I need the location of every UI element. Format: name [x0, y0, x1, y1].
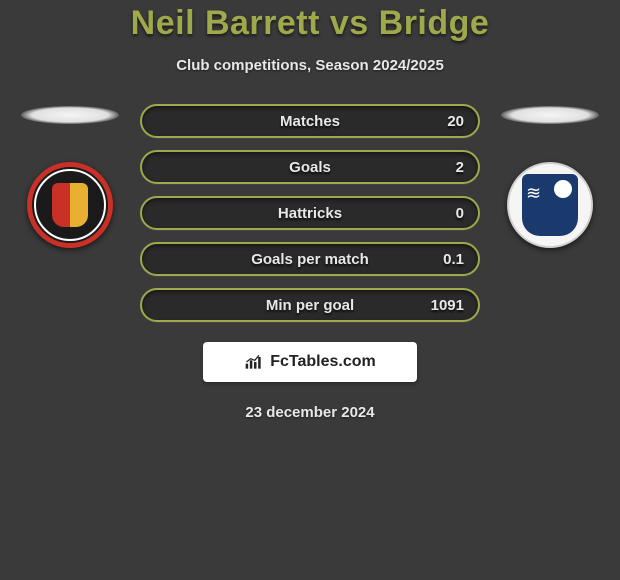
stats-list: Matches 20 Goals 2 Hattricks 0 Goals per…: [140, 104, 480, 322]
date-text: 23 december 2024: [0, 404, 620, 421]
left-column: [10, 104, 130, 322]
team-badge-left: [27, 162, 113, 248]
shield-icon: [52, 183, 88, 227]
branding-badge: FcTables.com: [203, 342, 417, 382]
comparison-card: Neil Barrett vs Bridge Club competitions…: [0, 0, 620, 421]
stat-row: Min per goal 1091: [140, 288, 480, 322]
stat-label: Goals: [289, 159, 331, 176]
stat-row: Goals 2: [140, 150, 480, 184]
page-title: Neil Barrett vs Bridge: [0, 4, 620, 43]
player-silhouette-shadow-right: [501, 106, 599, 124]
main-area: Matches 20 Goals 2 Hattricks 0 Goals per…: [0, 104, 620, 322]
branding-text: FcTables.com: [270, 353, 376, 371]
stat-row: Hattricks 0: [140, 196, 480, 230]
stat-row: Goals per match 0.1: [140, 242, 480, 276]
stat-label: Goals per match: [251, 251, 369, 268]
shield-icon: [522, 174, 578, 236]
stat-value-right: 0: [456, 205, 464, 222]
stat-label: Hattricks: [278, 205, 342, 222]
team-badge-right: [507, 162, 593, 248]
right-column: [490, 104, 610, 322]
player-silhouette-shadow-left: [21, 106, 119, 124]
stat-value-right: 0.1: [443, 251, 464, 268]
stat-label: Matches: [280, 113, 340, 130]
subtitle: Club competitions, Season 2024/2025: [0, 57, 620, 74]
stat-value-right: 20: [447, 113, 464, 130]
stat-row: Matches 20: [140, 104, 480, 138]
stat-value-right: 1091: [431, 297, 464, 314]
stat-value-right: 2: [456, 159, 464, 176]
stat-label: Min per goal: [266, 297, 354, 314]
chart-icon: [244, 353, 264, 371]
